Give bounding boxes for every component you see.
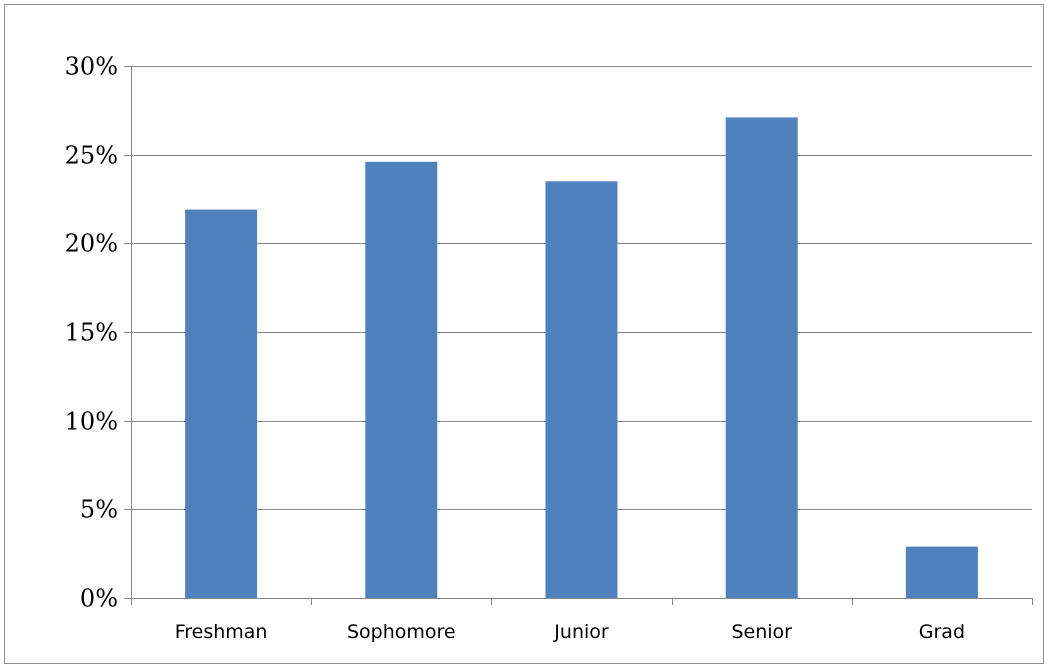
x-tick-label-freshman: Freshman (175, 621, 268, 643)
x-tick-label-junior: Junior (553, 621, 609, 643)
x-tick-label-grad: Grad (919, 621, 965, 643)
gridlines (131, 66, 1032, 510)
y-tick-label: 20% (65, 230, 118, 258)
bar-chart: 0% 5% 10% 15% 20% 25% 30% Freshman Sophomore Juni… (65, 53, 1033, 644)
bar-junior (545, 181, 618, 599)
y-tick-label: 15% (65, 319, 118, 347)
x-tick-label-senior: Senior (731, 621, 792, 643)
y-tick-label: 0% (80, 585, 118, 613)
tick-labels: 0% 5% 10% 15% 20% 25% 30% Freshman Sophomore Juni… (65, 53, 965, 644)
bar-senior (725, 117, 798, 599)
bar-sophomore (365, 161, 438, 599)
chart-frame (4, 4, 1044, 664)
axes (124, 66, 1033, 605)
bars (185, 117, 978, 599)
y-tick-label: 10% (65, 408, 118, 436)
y-tick-label: 5% (80, 496, 118, 524)
bar-freshman (185, 209, 258, 598)
y-tick-label: 30% (65, 53, 118, 81)
x-tick-label-sophomore: Sophomore (347, 621, 456, 643)
y-tick-label: 25% (65, 142, 118, 170)
bar-grad (905, 546, 978, 598)
